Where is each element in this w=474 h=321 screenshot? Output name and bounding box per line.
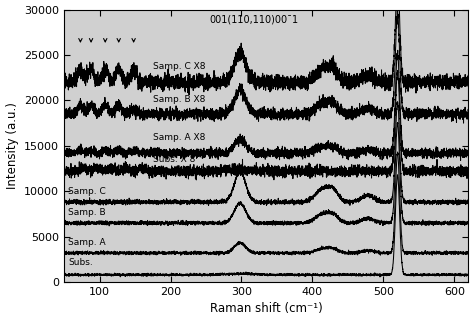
Text: Samp. A X8: Samp. A X8 <box>153 133 205 142</box>
Text: Subs. X 8: Subs. X 8 <box>153 155 195 164</box>
Text: Samp. C X8: Samp. C X8 <box>153 62 205 71</box>
Text: Samp. B X8: Samp. B X8 <box>153 95 205 104</box>
Text: Samp. B: Samp. B <box>68 208 106 217</box>
X-axis label: Raman shift (cm⁻¹): Raman shift (cm⁻¹) <box>210 302 323 316</box>
Text: 001(110,110)00¯1: 001(110,110)00¯1 <box>210 14 299 24</box>
Y-axis label: Intensity (a.u.): Intensity (a.u.) <box>6 102 18 189</box>
Text: Samp. A: Samp. A <box>68 238 106 247</box>
Text: Samp. C: Samp. C <box>68 187 106 196</box>
Text: Subs.: Subs. <box>68 257 93 266</box>
